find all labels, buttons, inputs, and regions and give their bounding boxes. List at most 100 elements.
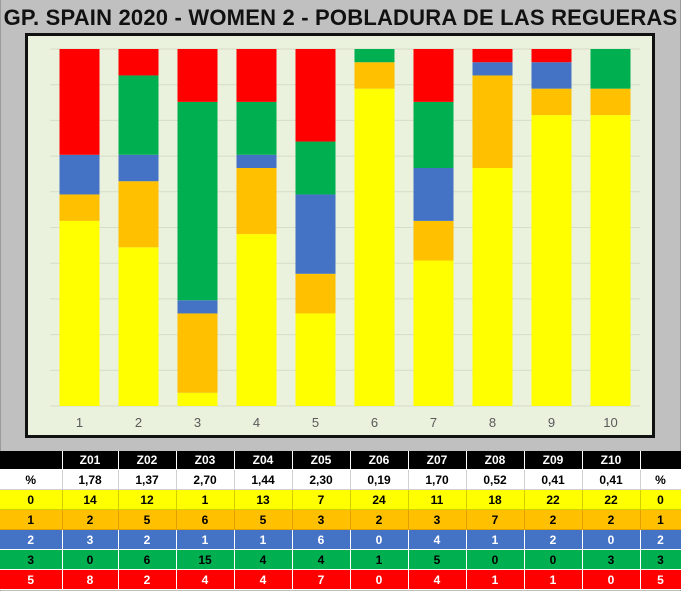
table-cell: Z01 — [62, 451, 119, 470]
bar-segment-2 — [531, 62, 572, 89]
table-cell: 1 — [466, 569, 525, 590]
table-cell: 5 — [640, 569, 681, 590]
bar-segment-2 — [472, 62, 513, 76]
table-cell: 6 — [292, 529, 351, 550]
bar-segment-1 — [590, 88, 631, 116]
table-cell: % — [640, 469, 681, 490]
x-tick-label: 4 — [253, 415, 260, 430]
table-cell: 2 — [524, 509, 583, 530]
table-cell: 0 — [350, 529, 409, 550]
x-tick-label: 3 — [194, 415, 201, 430]
table-cell: 3 — [0, 549, 63, 570]
bar-segment-1 — [177, 313, 218, 393]
table-cell: 7 — [466, 509, 525, 530]
table-cell: 2 — [524, 529, 583, 550]
bar-segment-0 — [177, 392, 218, 406]
table-header-row: Z01 Z02 Z03 Z04 Z05 Z06 Z07 Z08 Z09 Z10 — [0, 451, 681, 470]
table-cell: 0,41 — [524, 469, 583, 490]
table-cell: 4 — [292, 549, 351, 570]
table-cell: Z05 — [292, 451, 351, 470]
table-cell: Z03 — [176, 451, 235, 470]
table-cell: 7 — [292, 489, 351, 510]
table-cell: 3 — [62, 529, 119, 550]
table-cell: 0 — [466, 549, 525, 570]
bar-segment-5 — [236, 49, 277, 102]
x-tick-label: 2 — [135, 415, 142, 430]
table-cell: 11 — [408, 489, 467, 510]
table-cell: 2 — [582, 509, 641, 530]
table-cell: 2,30 — [292, 469, 351, 490]
bar-segment-0 — [236, 234, 277, 406]
bar-segment-3 — [177, 101, 218, 301]
x-tick-label: 6 — [371, 415, 378, 430]
table-cell: 18 — [466, 489, 525, 510]
table-row: % 1,78 1,37 2,70 1,44 2,30 0,19 1,70 0,52 0,41 0,4… — [0, 469, 681, 490]
table-cell: Z06 — [350, 451, 409, 470]
bar-segment-3 — [354, 49, 395, 63]
table-row: 0 14 12 1 13 7 24 11 18 22 22 0 — [0, 489, 681, 510]
table-cell: 5 — [408, 549, 467, 570]
table-cell: 3 — [292, 509, 351, 530]
table-cell: 15 — [176, 549, 235, 570]
table-cell: 1 — [176, 489, 235, 510]
bar-segment-3 — [590, 49, 631, 89]
bar-segment-1 — [236, 168, 277, 235]
table-cell: 1 — [176, 529, 235, 550]
table-cell: 1,37 — [118, 469, 177, 490]
table-cell — [0, 451, 63, 470]
bar-segment-3 — [236, 101, 277, 155]
bar-segment-1 — [354, 62, 395, 89]
chart-area: 1 2 3 4 5 6 7 8 9 10 — [25, 33, 655, 438]
bar-segment-3 — [118, 75, 159, 155]
table-cell: Z10 — [582, 451, 641, 470]
x-tick-label: 7 — [430, 415, 437, 430]
bar-segment-5 — [177, 49, 218, 102]
bar-segment-1 — [413, 220, 454, 261]
table-row: 3 0 6 15 4 4 1 5 0 0 3 3 — [0, 549, 681, 570]
table-cell: Z07 — [408, 451, 467, 470]
bar-segment-5 — [472, 49, 513, 63]
table-cell — [640, 451, 681, 470]
table-cell: 2 — [640, 529, 681, 550]
table-cell: 0,52 — [466, 469, 525, 490]
table-cell: 1 — [524, 569, 583, 590]
table-cell: 1 — [234, 529, 293, 550]
bar-segment-5 — [531, 49, 572, 63]
bar-segment-5 — [59, 49, 100, 155]
table-cell: Z09 — [524, 451, 583, 470]
bar-segment-1 — [295, 273, 336, 314]
table-cell: 1,78 — [62, 469, 119, 490]
table-cell: 1 — [350, 549, 409, 570]
data-table: Z01 Z02 Z03 Z04 Z05 Z06 Z07 Z08 Z09 Z10% 1,78 1,37 2… — [0, 451, 681, 590]
table-cell: 1 — [640, 509, 681, 530]
bar-segment-2 — [177, 300, 218, 314]
table-cell: 0 — [62, 549, 119, 570]
bar-segment-3 — [295, 141, 336, 195]
table-cell: 0 — [350, 569, 409, 590]
x-tick-label: 5 — [312, 415, 319, 430]
bar-segment-1 — [472, 75, 513, 168]
table-cell: 24 — [350, 489, 409, 510]
bar-segment-2 — [59, 154, 100, 195]
table-cell: 5 — [0, 569, 63, 590]
bar-segment-0 — [531, 115, 572, 406]
table-cell: 2 — [62, 509, 119, 530]
bar-segment-2 — [413, 168, 454, 221]
table-cell: 14 — [62, 489, 119, 510]
x-tick-label: 1 — [76, 415, 83, 430]
table-cell: 4 — [408, 569, 467, 590]
table-cell: 4 — [408, 529, 467, 550]
table-cell: 0 — [582, 569, 641, 590]
bar-segment-1 — [531, 88, 572, 116]
table-cell: 3 — [582, 549, 641, 570]
x-tick-label: 10 — [603, 415, 617, 430]
table-cell: 2 — [118, 569, 177, 590]
table-cell: Z04 — [234, 451, 293, 470]
table-cell: 7 — [292, 569, 351, 590]
table-cell: 3 — [640, 549, 681, 570]
table-cell: 1,70 — [408, 469, 467, 490]
bar-segment-0 — [59, 220, 100, 406]
bar-segment-1 — [118, 181, 159, 248]
